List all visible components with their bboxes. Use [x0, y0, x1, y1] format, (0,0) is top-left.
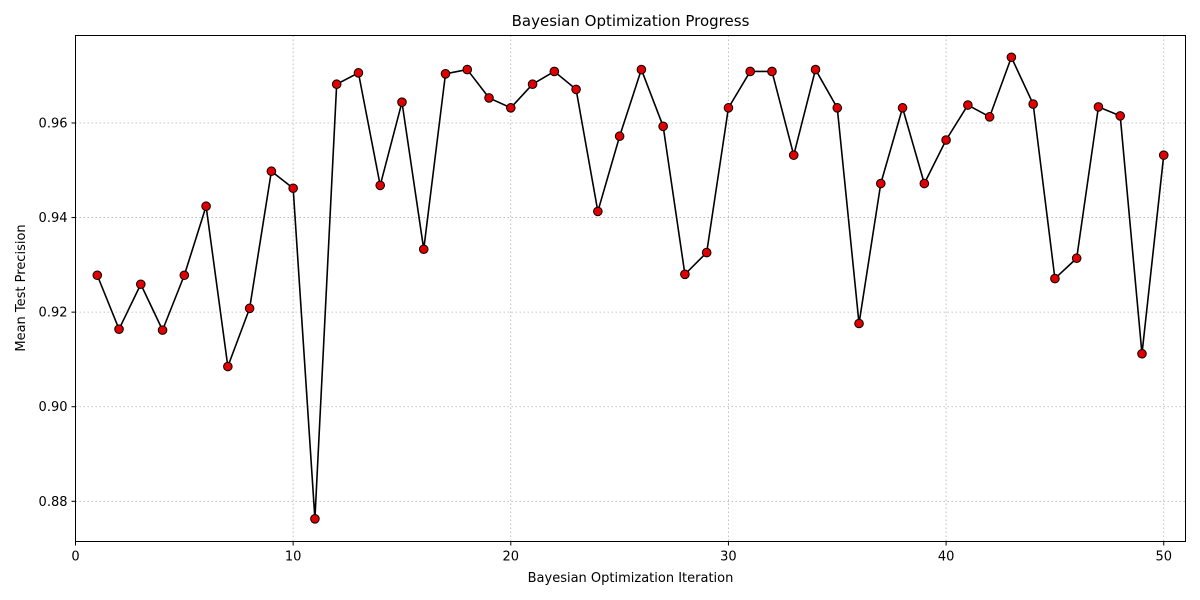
- data-point: [92, 270, 103, 281]
- data-point: [527, 79, 538, 90]
- data-point: [810, 64, 821, 75]
- data-point: [1028, 99, 1038, 109]
- data-point: [397, 97, 407, 107]
- data-point: [658, 121, 668, 132]
- data-point: [832, 103, 843, 113]
- x-tick-label: 0: [71, 550, 79, 565]
- x-tick-label: 40: [938, 550, 955, 565]
- y-tick-label: 0.92: [39, 306, 68, 321]
- data-point: [767, 66, 777, 77]
- plot-frame: [75, 35, 1186, 542]
- x-tick-label: 10: [285, 550, 302, 565]
- data-point: [941, 135, 951, 145]
- x-tick-label: 30: [720, 550, 737, 565]
- grid: [75, 35, 1186, 542]
- chart-title: Bayesian Optimization Progress: [512, 12, 750, 30]
- data-point: [1093, 102, 1104, 112]
- data-point: [223, 361, 233, 372]
- axes: 0 10 20 30 40 50 0.88 0.90 0.92 0.94 0.96: [39, 116, 1172, 564]
- data-point: [897, 103, 908, 113]
- data-point: [114, 324, 124, 334]
- data-point: [680, 269, 690, 280]
- data-point: [1158, 150, 1169, 160]
- y-axis-label: Mean Test Precision: [14, 224, 29, 351]
- x-tick-label: 50: [1155, 550, 1172, 565]
- data-point: [745, 66, 756, 77]
- data-point: [331, 79, 342, 90]
- series-precision: [92, 52, 1169, 524]
- data-point: [571, 84, 581, 95]
- data-point: [1006, 52, 1017, 63]
- data-point: [484, 93, 494, 103]
- data-point: [788, 150, 799, 160]
- data-point: [963, 100, 973, 110]
- data-point: [440, 69, 451, 79]
- data-point: [505, 103, 516, 113]
- data-point: [375, 180, 386, 191]
- data-point: [310, 514, 320, 524]
- x-tick-label: 20: [503, 550, 520, 565]
- y-tick-label: 0.96: [39, 116, 68, 131]
- data-point: [266, 166, 277, 177]
- data-point: [1050, 273, 1060, 284]
- x-axis-label: Bayesian Optimization Iteration: [528, 571, 734, 586]
- series-line: [96, 56, 1165, 520]
- data-point: [135, 279, 146, 290]
- data-point: [157, 325, 168, 335]
- data-point: [636, 64, 647, 75]
- data-point: [1115, 111, 1126, 121]
- data-point: [984, 112, 995, 122]
- data-point: [701, 247, 712, 258]
- data-point: [1137, 348, 1147, 359]
- data-point: [353, 68, 364, 78]
- data-point: [614, 131, 625, 142]
- data-point: [288, 183, 298, 194]
- data-point: [244, 303, 255, 314]
- data-point: [462, 64, 473, 75]
- data-point: [179, 270, 190, 281]
- y-tick-label: 0.90: [39, 400, 68, 415]
- data-point: [1071, 253, 1082, 264]
- data-point: [201, 201, 211, 212]
- y-tick-label: 0.88: [39, 495, 68, 510]
- data-point: [418, 244, 429, 255]
- data-point: [549, 66, 560, 77]
- data-point: [593, 206, 603, 217]
- y-tick-label: 0.94: [39, 211, 68, 226]
- data-point: [854, 318, 864, 329]
- data-point: [875, 178, 886, 189]
- data-point: [919, 178, 930, 189]
- data-point: [723, 103, 734, 113]
